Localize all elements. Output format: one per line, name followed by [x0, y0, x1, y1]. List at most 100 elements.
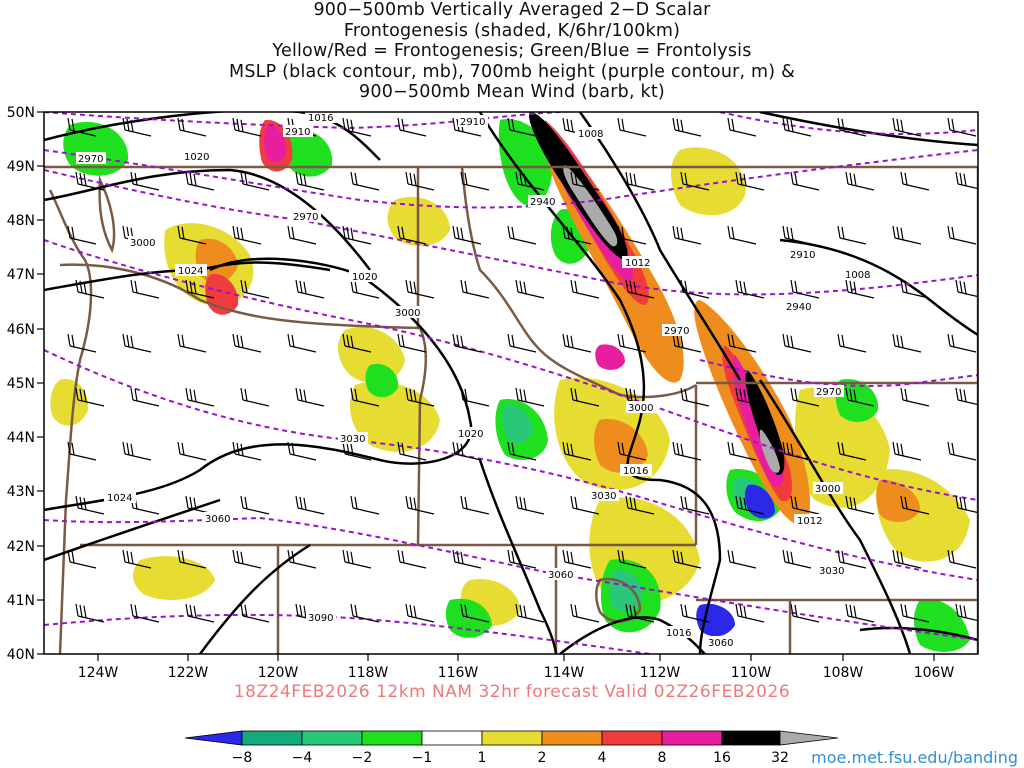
wind-barb: [892, 225, 922, 245]
wind-barb: [625, 279, 655, 299]
wind-barb: [507, 549, 537, 569]
wind-barb: [460, 603, 490, 623]
colorbar-swatch-5: [421, 730, 483, 746]
wind-barb: [782, 333, 812, 353]
wind-barb: [287, 225, 317, 245]
wind-barb: [680, 279, 710, 299]
lat-label-49n: 49N: [7, 159, 35, 175]
wind-barb: [397, 117, 427, 137]
wind-barb: [405, 279, 435, 299]
wind-barb: [837, 549, 867, 569]
wind-barb: [295, 279, 325, 299]
mslp-sw-low: [198, 543, 311, 654]
shade-blue-1: [745, 484, 775, 519]
wind-barb: [562, 441, 592, 461]
wind-barb: [845, 387, 875, 407]
wind-barb: [845, 603, 875, 623]
mslp-label-4: 1020: [352, 272, 377, 283]
wind-barb: [947, 333, 977, 353]
wind-barb: [452, 333, 482, 353]
colorbar-label-7: 4: [598, 750, 607, 766]
hgt-3060-sw: [44, 516, 978, 641]
height-label-19: 3090: [308, 613, 333, 624]
mslp-label-6: 1012: [625, 258, 650, 269]
wind-barb: [295, 387, 325, 407]
lon-label-114w: 114W: [544, 665, 585, 681]
wind-barb: [727, 225, 757, 245]
wind-barb: [67, 549, 97, 569]
mslp-1016-south: [478, 459, 558, 654]
mslp-label-7: 1020: [458, 429, 483, 440]
mslp-label-11: 1012: [797, 516, 822, 527]
height-label-6: 3000: [130, 238, 155, 249]
wind-barb: [515, 387, 545, 407]
wind-barb: [892, 441, 922, 461]
wind-barb: [900, 603, 930, 623]
wind-barb: [570, 171, 600, 191]
wind-barb: [515, 279, 545, 299]
forecast-valid-label: 18Z24FEB2026 12km NAM 32hr forecast Vali…: [233, 682, 791, 702]
mslp-label-2: 1020: [184, 152, 209, 163]
lon-label-122w: 122W: [168, 665, 209, 681]
colorbar-label-6: 2: [538, 750, 547, 766]
wind-barb: [515, 171, 545, 191]
wind-barb: [782, 225, 812, 245]
colorbar-label-3: −2: [352, 750, 373, 766]
wind-barb: [185, 279, 215, 299]
wind-barb: [350, 495, 380, 515]
mslp-label-9: 1024: [107, 493, 132, 504]
colorbar-swatch-7: [541, 730, 603, 746]
colorbar-swatch-8: [601, 730, 663, 746]
wind-barb: [342, 225, 372, 245]
wind-barb: [955, 495, 978, 514]
wind-barb: [67, 333, 97, 353]
wind-barb: [67, 117, 97, 137]
wind-barb: [405, 603, 435, 623]
wind-barb: [900, 495, 930, 515]
lat-label-43n: 43N: [7, 484, 35, 500]
wind-barb: [397, 441, 427, 461]
lon-axis-labels: 124W 122W 120W 118W 116W 114W 112W 110W …: [78, 665, 955, 681]
wind-barb: [562, 549, 592, 569]
wind-barb: [680, 495, 710, 515]
wind-barb: [617, 441, 647, 461]
height-label-5: 2970: [293, 212, 318, 223]
wind-barb: [67, 441, 97, 461]
height-labels: 2910 2970 2910 2940 2970 3000 3000 2970 …: [76, 115, 847, 649]
wind-barb: [947, 549, 977, 569]
height-label-9: 2910: [790, 250, 815, 261]
wind-barb: [790, 279, 820, 299]
wind-barb: [122, 441, 152, 461]
wind-barb: [727, 117, 757, 137]
shade-green-7: [365, 363, 399, 398]
wind-barb: [287, 333, 317, 353]
wind-barb: [130, 387, 160, 407]
lon-label-124w: 124W: [78, 665, 119, 681]
lat-label-47n: 47N: [7, 267, 35, 283]
height-label-16: 3060: [205, 514, 230, 525]
lat-label-44n: 44N: [7, 430, 35, 446]
shade-green-8: [285, 129, 333, 177]
wind-barb: [185, 603, 215, 623]
wind-barb: [67, 225, 97, 245]
map-content: 1016 1020 1024 1020 1008 1012 1020 1016 …: [44, 112, 978, 654]
height-label-1: 2910: [285, 127, 310, 138]
shade-yellow-9: [50, 379, 89, 426]
wind-barb: [562, 333, 592, 353]
title-line-1: 900−500mb Vertically Averaged 2−D Scalar: [313, 0, 711, 20]
wind-barb: [735, 495, 765, 515]
wind-barb: [460, 171, 490, 191]
mslp-1012-e: [758, 379, 912, 654]
wind-barb: [342, 117, 372, 137]
mslp-label-5: 1008: [578, 129, 603, 140]
wind-barb: [900, 279, 930, 299]
wind-barb: [350, 387, 380, 407]
wind-barb: [295, 495, 325, 515]
wind-barb: [680, 387, 710, 407]
wind-barb: [122, 549, 152, 569]
mslp-ne-2: [859, 626, 978, 642]
wind-barb: [735, 279, 765, 299]
wind-barb: [680, 171, 710, 191]
mslp-1020-central: [44, 257, 473, 512]
wind-barb: [617, 333, 647, 353]
